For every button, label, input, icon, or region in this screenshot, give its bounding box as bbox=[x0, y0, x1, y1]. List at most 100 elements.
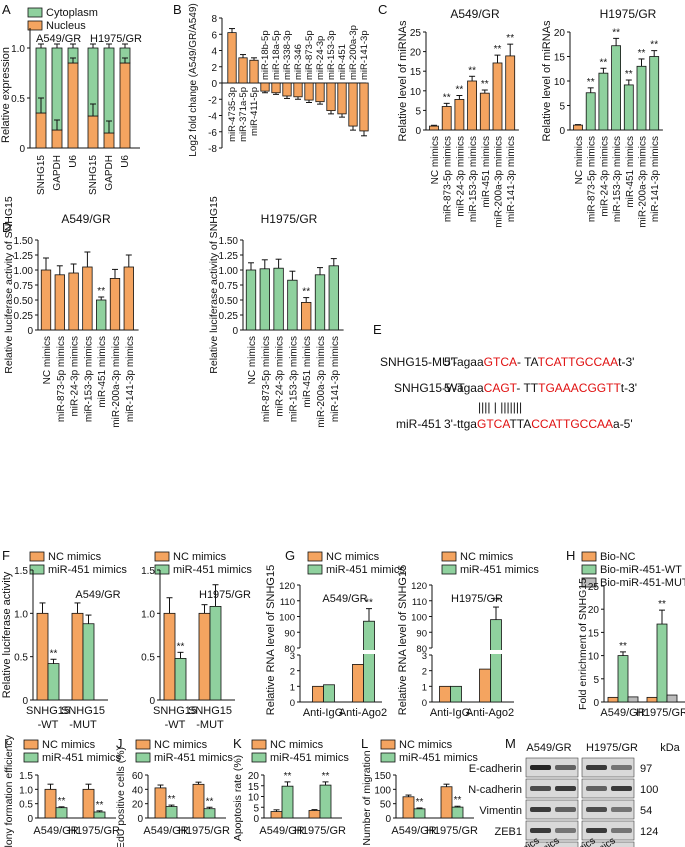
J-legend-label: miR-451 mimics bbox=[154, 752, 233, 764]
B-x-tick-label: miR-24-3p bbox=[315, 36, 326, 80]
D1-y-tick-label: 0.75 bbox=[14, 281, 34, 292]
B-x-tick-label: miR-338-3p bbox=[282, 30, 293, 80]
D1-bar bbox=[54, 274, 65, 331]
M-kda-header: kDa bbox=[660, 742, 680, 754]
H-x-tick-label: A549/GR bbox=[600, 707, 645, 719]
A-legend-label: Cytoplasm bbox=[46, 7, 98, 19]
A-x-tick-label: U6 bbox=[68, 155, 79, 168]
J-significance-label: ** bbox=[206, 796, 214, 807]
F-legend-swatch bbox=[29, 551, 45, 562]
F-significance-label: ** bbox=[50, 648, 58, 659]
B-bar bbox=[304, 82, 314, 101]
D2-bar bbox=[314, 274, 326, 331]
M-band bbox=[586, 807, 607, 812]
C2-title: H1975/GR bbox=[600, 7, 657, 21]
D2-x-tick-label: miR-873-5p mimics bbox=[261, 336, 272, 422]
H-bar bbox=[666, 694, 678, 703]
C1-x-tick-label: miR-24-3p mimics bbox=[455, 136, 466, 217]
M-cell-line-label: A549/GR bbox=[526, 742, 571, 754]
K-legend-swatch bbox=[251, 752, 267, 763]
F1-y-tick-label: 1.5 bbox=[141, 566, 155, 577]
D2-x-tick-label: miR-451 mimics bbox=[302, 336, 313, 408]
C1-bar bbox=[441, 106, 452, 131]
C2-bar bbox=[611, 45, 621, 131]
M-band bbox=[555, 807, 576, 812]
E-sequence-segment: GTCA bbox=[484, 355, 517, 369]
H-legend-swatch bbox=[581, 564, 597, 575]
I-bar bbox=[93, 811, 106, 819]
B-y-tick-label: -2 bbox=[208, 95, 217, 106]
I-y-tick-label: 1.0 bbox=[19, 785, 33, 796]
F1-y-tick-label: 0.5 bbox=[141, 653, 155, 664]
F-x-tick-label: -WT bbox=[38, 719, 59, 731]
E-sequence-segment: t-3' bbox=[618, 355, 634, 369]
H-legend-label: Bio-miR-451-MUT bbox=[600, 577, 685, 589]
F-legend-swatch bbox=[154, 564, 170, 575]
C1-significance-label: ** bbox=[506, 33, 514, 44]
C1-bar bbox=[429, 125, 439, 131]
K-x-tick-label: A549/GR bbox=[259, 825, 304, 837]
G-significance-label: ** bbox=[492, 596, 500, 607]
M-band bbox=[611, 786, 632, 791]
B-bar bbox=[359, 82, 369, 132]
I-y-tick-label: 1.5 bbox=[19, 771, 33, 782]
K-bar bbox=[319, 784, 332, 819]
C2-x-tick-label: miR-24-3p mimics bbox=[599, 136, 610, 217]
A-bar-nucleus bbox=[103, 132, 115, 149]
F-legend-label: miR-451 mimics bbox=[173, 564, 252, 576]
D1-bar bbox=[123, 266, 134, 331]
E-sequence-segment: 5'-agaa bbox=[444, 381, 484, 395]
K-y-tick-label: 5 bbox=[253, 803, 259, 814]
A-x-tick-label: GAPDH bbox=[104, 155, 115, 191]
panel-letter-L: L bbox=[361, 736, 368, 751]
G-legend-label: NC mimics bbox=[460, 551, 514, 563]
E-sequence-segment: TCA bbox=[538, 355, 562, 369]
A-bar-nucleus bbox=[35, 112, 47, 149]
panel-letter-C: C bbox=[378, 2, 387, 17]
C2-significance-label: ** bbox=[638, 48, 646, 59]
F-legend-label: miR-451 mimics bbox=[48, 564, 127, 576]
L-significance-label: ** bbox=[416, 797, 424, 808]
G-y-tick-label: 1 bbox=[422, 682, 427, 693]
H-y-tick-label: 0 bbox=[593, 698, 599, 709]
L-y-tick-label: 50 bbox=[380, 800, 392, 811]
B-bar bbox=[271, 82, 281, 94]
D2-x-tick-label: NC mimics bbox=[247, 336, 258, 384]
I-bar bbox=[82, 788, 95, 819]
D1-x-tick-label: miR-24-3p mimics bbox=[70, 336, 81, 417]
G-axis-break bbox=[362, 650, 376, 654]
C1-bar bbox=[454, 99, 465, 131]
M-band bbox=[586, 786, 607, 791]
B-x-tick-label: miR-18b-5p bbox=[260, 30, 271, 80]
G-legend-swatch bbox=[441, 564, 457, 575]
G-x-tick-label: Anti-Ago2 bbox=[466, 707, 514, 719]
D1-x-tick-label: miR-153-3p mimics bbox=[83, 336, 94, 422]
C1-bar bbox=[479, 92, 490, 131]
D2-y-tick-label: 0.50 bbox=[219, 296, 239, 307]
M-band bbox=[555, 828, 576, 833]
K-y-tick-label: 20 bbox=[248, 771, 260, 782]
B-bar bbox=[293, 82, 303, 98]
K-significance-label: ** bbox=[322, 771, 330, 782]
M-band bbox=[530, 807, 551, 812]
panel-letter-B: B bbox=[173, 2, 182, 17]
B-y-tick-label: 8 bbox=[211, 14, 217, 25]
D2-y-tick-label: 0.75 bbox=[219, 281, 239, 292]
G-bar bbox=[352, 664, 364, 703]
B-x-tick-label: miR-346 bbox=[293, 44, 304, 80]
E-sequence-segment: 3'-ttga bbox=[444, 417, 477, 431]
M-blot-box bbox=[581, 757, 635, 778]
D2-bar bbox=[245, 269, 257, 331]
G-y-tick-label: 1 bbox=[290, 682, 295, 693]
K-bar bbox=[308, 810, 321, 819]
E-sequence-name: miR-451 bbox=[396, 417, 442, 431]
G-bar bbox=[479, 668, 491, 703]
M-kda-value: 54 bbox=[640, 805, 652, 817]
L-y-label: Number of migration bbox=[361, 750, 373, 845]
panel-letter-E: E bbox=[373, 322, 382, 337]
panel-letter-D: D bbox=[2, 220, 11, 235]
F1-y-tick-label: 1.0 bbox=[141, 609, 155, 620]
K-x-tick-label: H1975/GR bbox=[294, 825, 346, 837]
F-x-tick-label: -WT bbox=[165, 719, 186, 731]
G-bar bbox=[312, 685, 324, 703]
